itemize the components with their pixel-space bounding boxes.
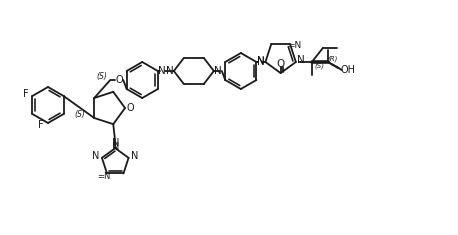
Text: (S): (S) (75, 110, 86, 119)
Text: N: N (112, 142, 119, 152)
Text: N: N (256, 57, 264, 67)
Text: N: N (214, 66, 222, 76)
Text: N: N (112, 138, 119, 148)
Text: (S): (S) (315, 63, 325, 69)
Text: N: N (131, 151, 138, 161)
Text: F: F (38, 120, 44, 130)
Text: (S): (S) (97, 71, 108, 81)
Text: O: O (126, 103, 134, 113)
Text: O: O (277, 59, 285, 69)
Text: N: N (256, 56, 264, 66)
Text: N: N (158, 66, 166, 76)
Text: =N: =N (98, 172, 111, 181)
Text: (R): (R) (327, 56, 338, 62)
Text: N: N (92, 151, 100, 161)
Text: OH: OH (340, 65, 355, 75)
Text: N: N (297, 55, 305, 65)
Text: F: F (22, 89, 28, 99)
Text: O: O (115, 75, 123, 85)
Text: N: N (166, 66, 174, 76)
Text: =N: =N (287, 41, 301, 50)
